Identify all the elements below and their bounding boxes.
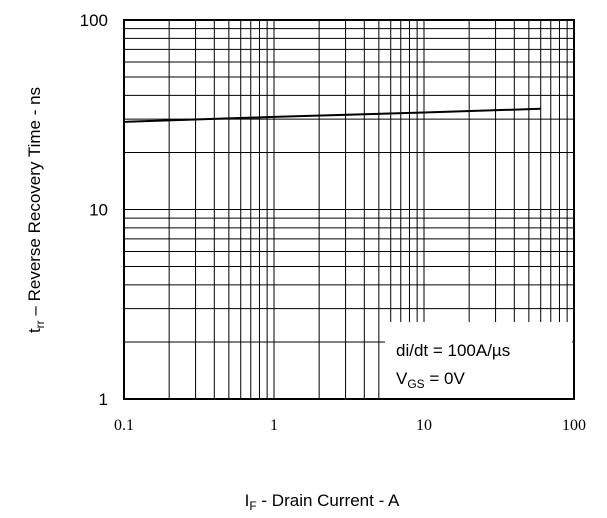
- series-layer: [123, 107, 541, 123]
- y-tick-label: 1: [99, 390, 108, 409]
- x-tick-label: 100: [562, 417, 586, 434]
- annotation-line-2-prefix: V: [396, 369, 408, 388]
- x-axis-label-subscript: F: [249, 499, 256, 513]
- annotation-line-2-suffix: = 0V: [425, 369, 466, 388]
- y-axis-label-subscript: rr: [33, 320, 47, 328]
- annotation-background: [385, 322, 572, 398]
- y-tick-label: 10: [89, 201, 108, 220]
- annotation-line-2: VGS = 0V: [396, 369, 466, 391]
- plot-frame: [123, 19, 575, 400]
- annotation-line-1: di/dt = 100A/µs: [396, 341, 510, 360]
- y-axis-label-prefix: t: [25, 328, 44, 333]
- x-tick-label: 10: [416, 417, 432, 434]
- series-line: [123, 107, 541, 123]
- x-tick-label: 1: [270, 417, 278, 434]
- y-axis-label: trr – Reverse Recovery Time - ns: [25, 87, 47, 333]
- x-tick-label: 0.1: [114, 417, 134, 434]
- y-tick-label: 100: [80, 11, 108, 30]
- tick-layer: 0.1 1 10 100 1 10 100: [80, 11, 586, 434]
- x-axis-label: IF - Drain Current - A: [245, 491, 400, 513]
- x-axis-label-suffix: - Drain Current - A: [257, 491, 400, 510]
- annotation-box: di/dt = 100A/µs VGS = 0V: [385, 322, 572, 398]
- annotation-line-2-subscript: GS: [407, 377, 424, 391]
- y-axis-label-suffix: – Reverse Recovery Time - ns: [25, 87, 44, 320]
- x-axis-label-prefix: I: [245, 491, 250, 510]
